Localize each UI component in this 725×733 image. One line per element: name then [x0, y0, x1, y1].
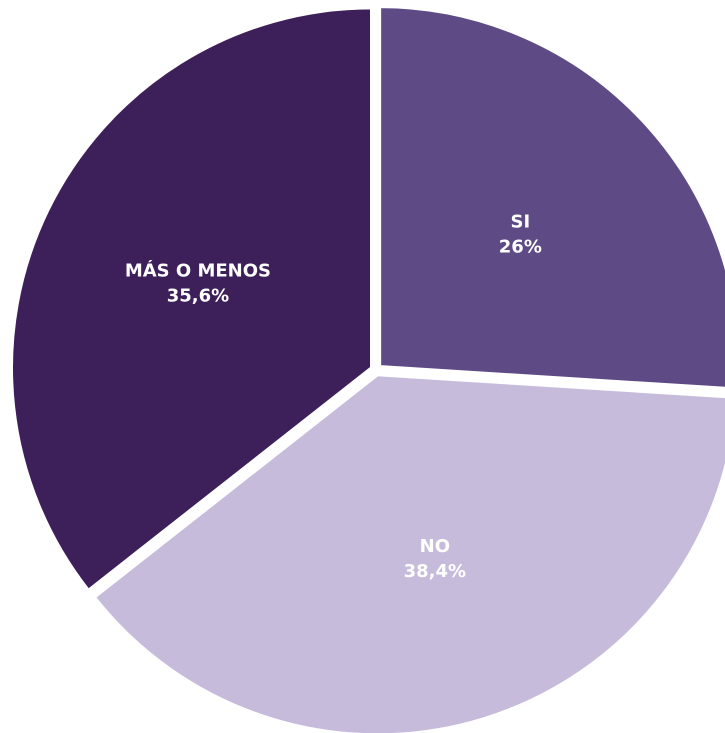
slice-label: SI: [510, 211, 530, 232]
slice-value-label: 26%: [499, 236, 542, 257]
pie-slice: [378, 5, 725, 390]
slice-value-label: 35,6%: [167, 285, 229, 306]
pie-slice: [92, 373, 725, 733]
slice-label: NO: [420, 536, 450, 557]
slice-value-label: 38,4%: [404, 561, 466, 582]
slice-label: MÁS O MENOS: [125, 259, 271, 281]
pie-slice: [10, 6, 374, 593]
